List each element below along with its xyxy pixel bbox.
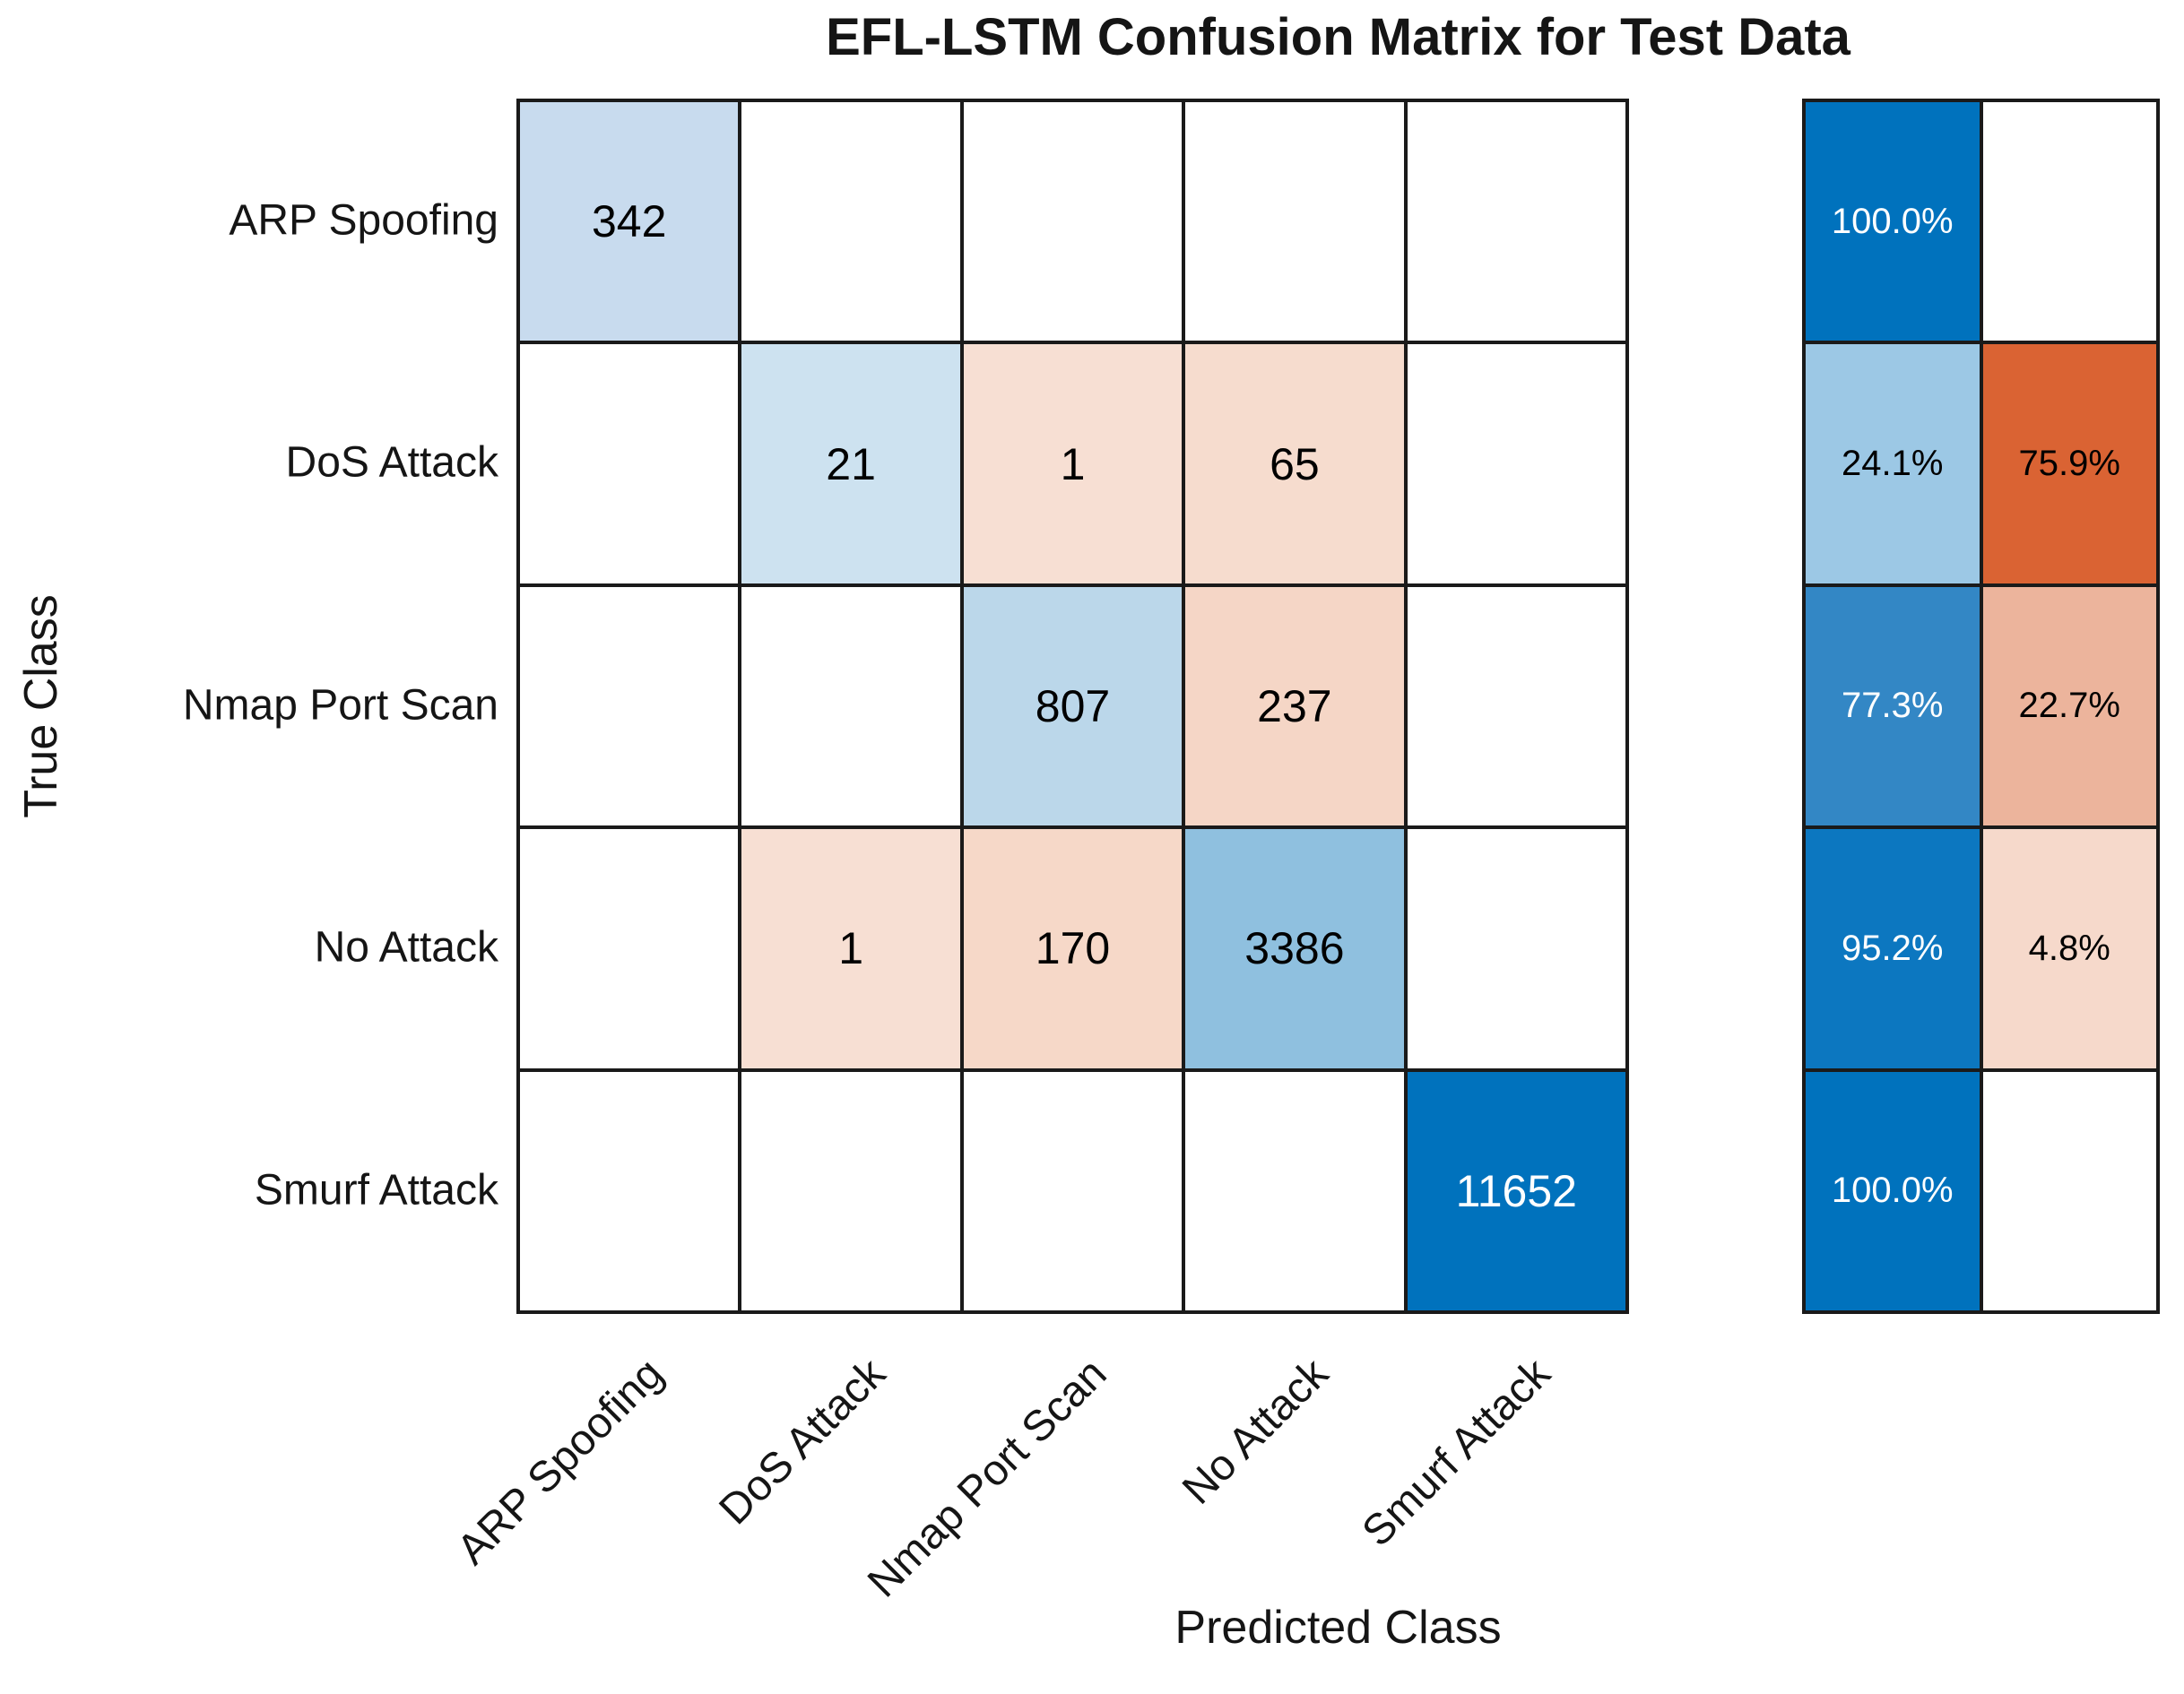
matrix-cell [1407, 344, 1625, 583]
matrix-cell [1407, 586, 1625, 826]
matrix-cell: 237 [1185, 586, 1404, 826]
matrix-cell: 807 [963, 586, 1183, 826]
matrix-cell [741, 586, 960, 826]
summary-incorrect-cell: 75.9% [1982, 344, 2156, 583]
row-summary-grid: 100.0% 24.1% 75.9% 77.3% 22.7% 95.2% 4.8% 100.0… [1802, 99, 2160, 1314]
matrix-cell [963, 102, 1183, 341]
matrix-cell [520, 344, 739, 583]
y-axis-label: True Class [15, 594, 67, 818]
summary-correct-cell: 77.3% [1806, 586, 1980, 826]
y-tick-label: Nmap Port Scan [182, 681, 498, 730]
y-tick-label: ARP Spoofing [229, 196, 498, 245]
matrix-cell [741, 1071, 960, 1310]
summary-correct-cell: 95.2% [1806, 829, 1980, 1068]
matrix-cell: 21 [741, 344, 960, 583]
x-tick-label: ARP Spoofing [448, 1349, 673, 1574]
x-tick-label: No Attack [1174, 1349, 1339, 1514]
summary-incorrect-cell: 4.8% [1982, 829, 2156, 1068]
matrix-cell [1185, 1071, 1404, 1310]
matrix-cell: 1 [741, 829, 960, 1068]
matrix-cell [963, 1071, 1183, 1310]
matrix-cell [1185, 102, 1404, 341]
confusion-matrix-grid: 342 21 1 65 807 237 1 170 3386 11652 [516, 99, 1629, 1314]
y-tick-label: No Attack [314, 923, 498, 972]
x-tick-label: Nmap Port Scan [859, 1349, 1116, 1607]
summary-incorrect-cell [1982, 102, 2156, 341]
y-tick-label: DoS Attack [285, 438, 498, 487]
matrix-cell: 11652 [1407, 1071, 1625, 1310]
matrix-cell [1407, 829, 1625, 1068]
matrix-cell: 170 [963, 829, 1183, 1068]
chart-title: EFL-LSTM Confusion Matrix for Test Data [826, 8, 1850, 66]
matrix-cell [1407, 102, 1625, 341]
summary-correct-cell: 100.0% [1806, 1071, 1980, 1310]
matrix-cell: 342 [520, 102, 739, 341]
y-tick-label: Smurf Attack [254, 1165, 498, 1214]
summary-incorrect-cell [1982, 1071, 2156, 1310]
matrix-cell: 1 [963, 344, 1183, 583]
x-tick-label: Smurf Attack [1353, 1349, 1560, 1556]
summary-correct-cell: 24.1% [1806, 344, 1980, 583]
matrix-cell [520, 586, 739, 826]
matrix-cell: 3386 [1185, 829, 1404, 1068]
x-axis-label: Predicted Class [1174, 1602, 1502, 1654]
summary-incorrect-cell: 22.7% [1982, 586, 2156, 826]
summary-correct-cell: 100.0% [1806, 102, 1980, 341]
x-tick-label: DoS Attack [710, 1349, 895, 1534]
matrix-cell [520, 829, 739, 1068]
matrix-cell [741, 102, 960, 341]
matrix-cell [520, 1071, 739, 1310]
matrix-cell: 65 [1185, 344, 1404, 583]
